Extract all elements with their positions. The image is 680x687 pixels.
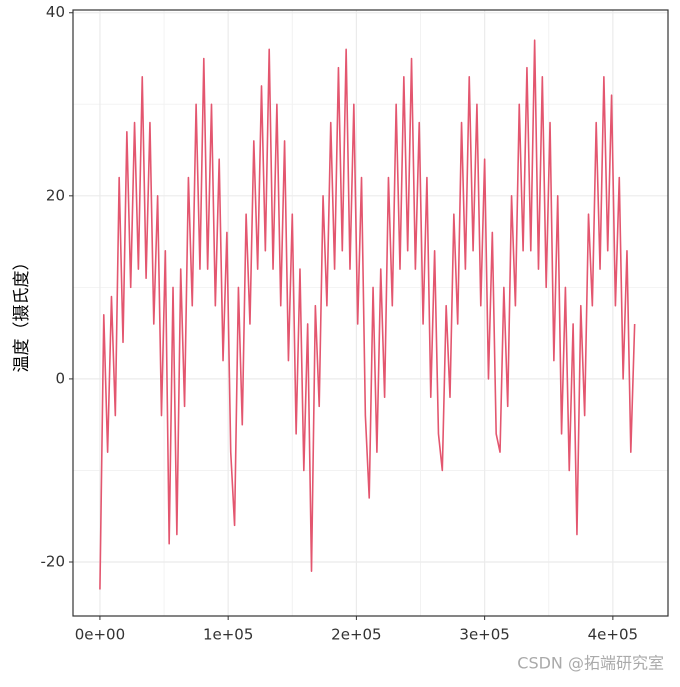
watermark: CSDN @拓端研究室 (517, 654, 664, 673)
y-tick-label: 20 (46, 186, 65, 204)
x-tick-label: 3e+05 (459, 626, 509, 644)
line (99, 39, 636, 590)
y-axis-title: 温度（摄氏度） (12, 254, 32, 373)
x-tick-label: 4e+05 (588, 626, 638, 644)
x-tick-label: 1e+05 (203, 626, 253, 644)
y-tick-label: 40 (46, 3, 65, 21)
x-tick-label: 0e+00 (75, 626, 125, 644)
x-tick-label: 2e+05 (331, 626, 381, 644)
panel-border (72, 9, 669, 617)
y-tick-label: 0 (55, 369, 65, 387)
y-tick-label: -20 (41, 552, 66, 570)
